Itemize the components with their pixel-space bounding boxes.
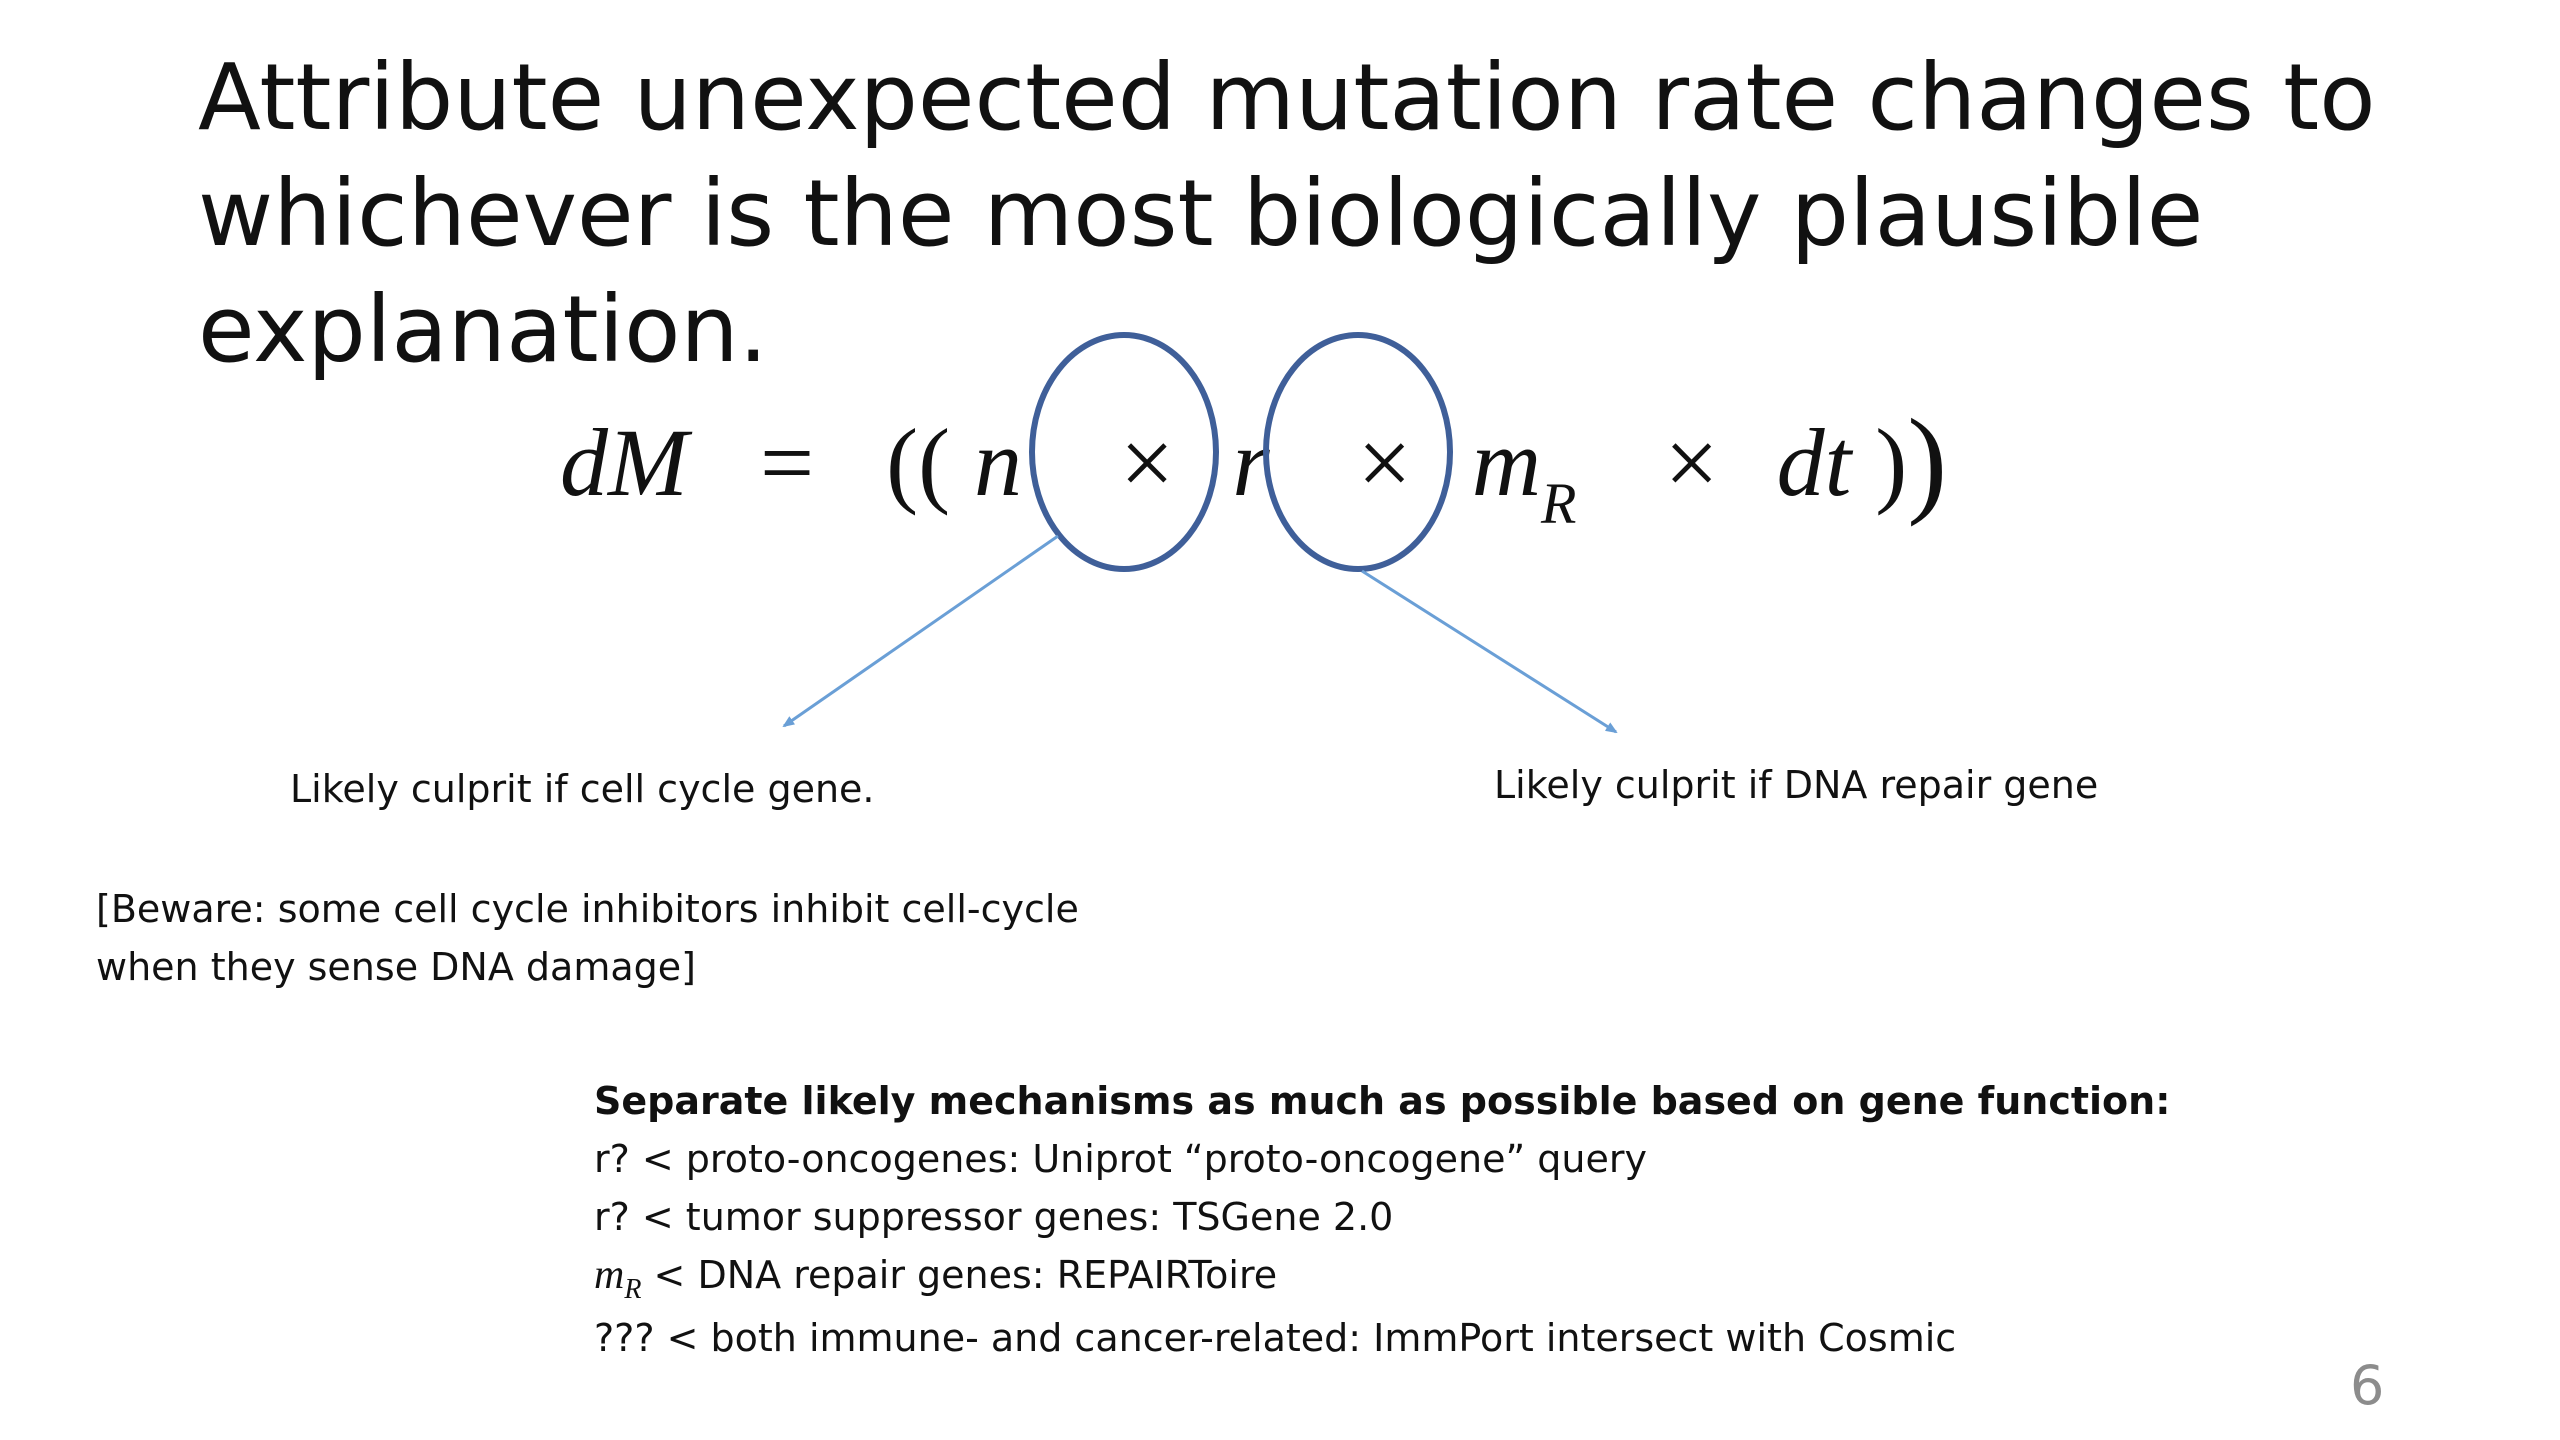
- title-line-2: whichever is the most biologically plaus…: [198, 160, 2204, 267]
- repair-symbol-m: m: [594, 1252, 625, 1298]
- equation-close-inner: ): [1875, 409, 1908, 516]
- equation-n: n: [974, 409, 1023, 516]
- equation-times-3: ×: [1664, 409, 1719, 516]
- equation-times-1: ×: [1120, 409, 1175, 516]
- equation-close-outer: ): [1907, 394, 1948, 527]
- callout-cell-cycle: Likely culprit if cell cycle gene.: [290, 767, 875, 811]
- arrow-to-dna-repair: [1361, 569, 1618, 734]
- mechanism-row-proto-oncogenes: r? < proto-oncogenes: Uniprot “proto-onc…: [594, 1137, 1647, 1181]
- mechanism-row-immune-cancer: ??? < both immune- and cancer-related: I…: [594, 1316, 1957, 1360]
- beware-line-1: [Beware: some cell cycle inhibitors inhi…: [96, 887, 1079, 931]
- arrow-to-cell-cycle: [782, 534, 1059, 728]
- mechanism-row-dna-repair: mR < DNA repair genes: REPAIRToire: [594, 1246, 2170, 1309]
- mechanism-repair-symbol: mR: [594, 1252, 641, 1305]
- mechanism-row-tumor-suppressors: r? < tumor suppressor genes: TSGene 2.0: [594, 1195, 1394, 1239]
- mechanisms-heading: Separate likely mechanisms as much as po…: [594, 1079, 2171, 1123]
- repair-symbol-sub: R: [624, 1274, 642, 1305]
- beware-note: [Beware: some cell cycle inhibitors inhi…: [96, 880, 1079, 996]
- mechanism-repair-text: < DNA repair genes: REPAIRToire: [641, 1253, 1278, 1297]
- equation-equals: =: [759, 409, 815, 516]
- equation-lhs: dM: [560, 409, 688, 516]
- equation-times-2: ×: [1357, 409, 1412, 516]
- title-line-1: Attribute unexpected mutation rate chang…: [198, 44, 2376, 151]
- beware-line-2: when they sense DNA damage]: [96, 945, 696, 989]
- equation-open-parens: ((: [886, 409, 951, 516]
- mutation-equation: dM = (( n × r × mR × dt )): [560, 385, 1948, 536]
- mechanisms-list: Separate likely mechanisms as much as po…: [594, 1072, 2170, 1367]
- equation-m: m: [1471, 409, 1542, 516]
- equation-dt: dt: [1776, 409, 1852, 516]
- title-line-3: explanation.: [198, 276, 768, 383]
- slide-title: Attribute unexpected mutation rate chang…: [198, 40, 2398, 388]
- page-number: 6: [2350, 1354, 2385, 1417]
- equation-m-subscript: R: [1541, 471, 1577, 536]
- callout-dna-repair: Likely culprit if DNA repair gene: [1494, 763, 2099, 807]
- equation-r: r: [1232, 409, 1270, 516]
